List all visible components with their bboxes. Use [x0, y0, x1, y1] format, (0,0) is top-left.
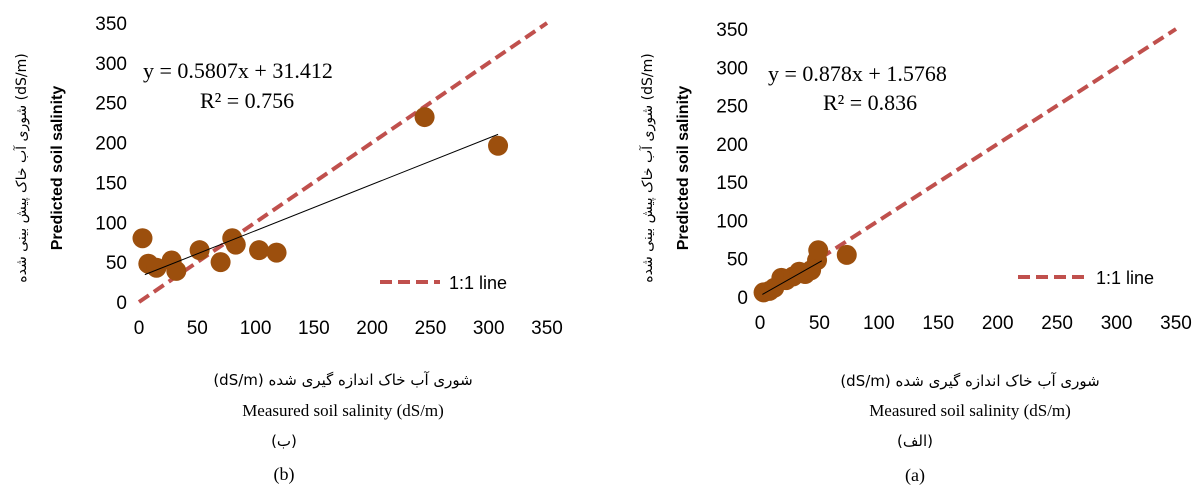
chart-b-xtick-label: 300 [473, 318, 505, 339]
panel-a: 0 50 100 150 200 250 300 350 0 50 100 150 200 250 300 3… [639, 20, 1192, 486]
chart-b-data-point [225, 234, 246, 255]
chart-a-ytick-label: 200 [716, 135, 748, 156]
chart-a-ytick-label: 150 [716, 173, 748, 194]
chart-a-plot: 0 50 100 150 200 250 300 350 0 50 100 150 200 250 300 3… [716, 20, 1192, 334]
chart-a-ytick-label: 100 [716, 211, 748, 232]
chart-b-ytick-label: 300 [95, 54, 127, 75]
chart-b-xlabel-en: Measured soil salinity (dS/m) [242, 401, 444, 420]
chart-b-data-point [146, 257, 167, 278]
chart-b-trendline [144, 133, 499, 276]
chart-b-xtick-label: 50 [187, 318, 208, 339]
chart-a-xtick-label: 100 [863, 313, 895, 334]
chart-a-caption-en: (a) [905, 465, 925, 486]
chart-b-data-point [414, 107, 435, 128]
chart-b-xtick-label: 350 [531, 318, 563, 339]
chart-b-ylabel-fa: (dS/m) شوری آب خاک پیش بینی شده [13, 53, 30, 282]
chart-a-data-point [808, 240, 829, 261]
chart-b-caption-en: (b) [274, 464, 295, 485]
chart-b-ytick-label: 350 [95, 14, 127, 35]
chart-a-equation: y = 0.878x + 1.5768 [768, 61, 947, 86]
chart-a-r2: R² = 0.836 [823, 90, 917, 115]
chart-a-ylabel-en: Predicted soil salinity [675, 86, 692, 251]
chart-b-xtick-label: 250 [415, 318, 447, 339]
chart-a-xtick-label: 0 [755, 313, 766, 334]
chart-a-xtick-label: 250 [1041, 313, 1073, 334]
chart-a-xtick-label: 300 [1101, 313, 1133, 334]
chart-b-xtick-label: 0 [134, 318, 145, 339]
chart-a-xlabel-fa: شوری آب خاک اندازه گیری شده (dS/m) [840, 372, 1099, 390]
chart-b-data-point [266, 242, 287, 263]
chart-b-ytick-label: 0 [116, 293, 127, 314]
chart-b-ytick-label: 200 [95, 134, 127, 155]
chart-b-data-point [249, 240, 270, 261]
chart-b-ytick-label: 100 [95, 213, 127, 234]
chart-a-trendline [762, 260, 823, 295]
chart-a-one-to-one-line [758, 27, 1178, 299]
chart-b-xtick-label: 150 [298, 318, 330, 339]
chart-a-ytick-label: 300 [716, 58, 748, 79]
chart-b-data-point [132, 228, 153, 249]
chart-b-xtick-label: 100 [240, 318, 272, 339]
chart-b-caption-fa: (ب) [271, 432, 297, 450]
chart-a-ytick-label: 0 [737, 288, 748, 309]
chart-b-data-point [210, 252, 231, 273]
chart-a-ylabel-fa: (dS/m) شوری آب خاک پیش بینی شده [639, 53, 656, 282]
chart-a-xtick-label: 200 [982, 313, 1014, 334]
chart-a-xtick-label: 50 [809, 313, 830, 334]
chart-b-ytick-label: 50 [106, 253, 127, 274]
chart-b-ytick-label: 250 [95, 94, 127, 115]
chart-a-caption-fa: (الف) [897, 432, 933, 450]
chart-b-ylabel-en: Predicted soil salinity [49, 86, 66, 251]
chart-b-ytick-label: 150 [95, 173, 127, 194]
chart-a-legend-label: 1:1 line [1096, 268, 1154, 288]
chart-b-legend-label: 1:1 line [449, 273, 507, 293]
chart-a-xtick-label: 350 [1160, 313, 1192, 334]
chart-b-r2: R² = 0.756 [200, 88, 294, 113]
chart-a-xlabel-en: Measured soil salinity (dS/m) [869, 401, 1071, 420]
chart-a-ytick-label: 250 [716, 97, 748, 118]
chart-a-xtick-label: 150 [922, 313, 954, 334]
chart-a-data-point [836, 244, 857, 265]
chart-b-xlabel-fa: شوری آب خاک اندازه گیری شده (dS/m) [213, 371, 472, 389]
chart-b-xtick-label: 200 [356, 318, 388, 339]
panel-b: 0 50 100 150 200 250 300 350 0 50 100 150 200 250 300 3… [13, 14, 563, 485]
chart-b-data-point [166, 260, 187, 281]
chart-b-data-point [488, 135, 509, 156]
chart-b-equation: y = 0.5807x + 31.412 [143, 58, 333, 83]
chart-b-plot: 0 50 100 150 200 250 300 350 0 50 100 150 200 250 300 3… [95, 14, 563, 339]
chart-a-ytick-label: 50 [727, 250, 748, 271]
chart-a-ytick-label: 350 [716, 20, 748, 41]
